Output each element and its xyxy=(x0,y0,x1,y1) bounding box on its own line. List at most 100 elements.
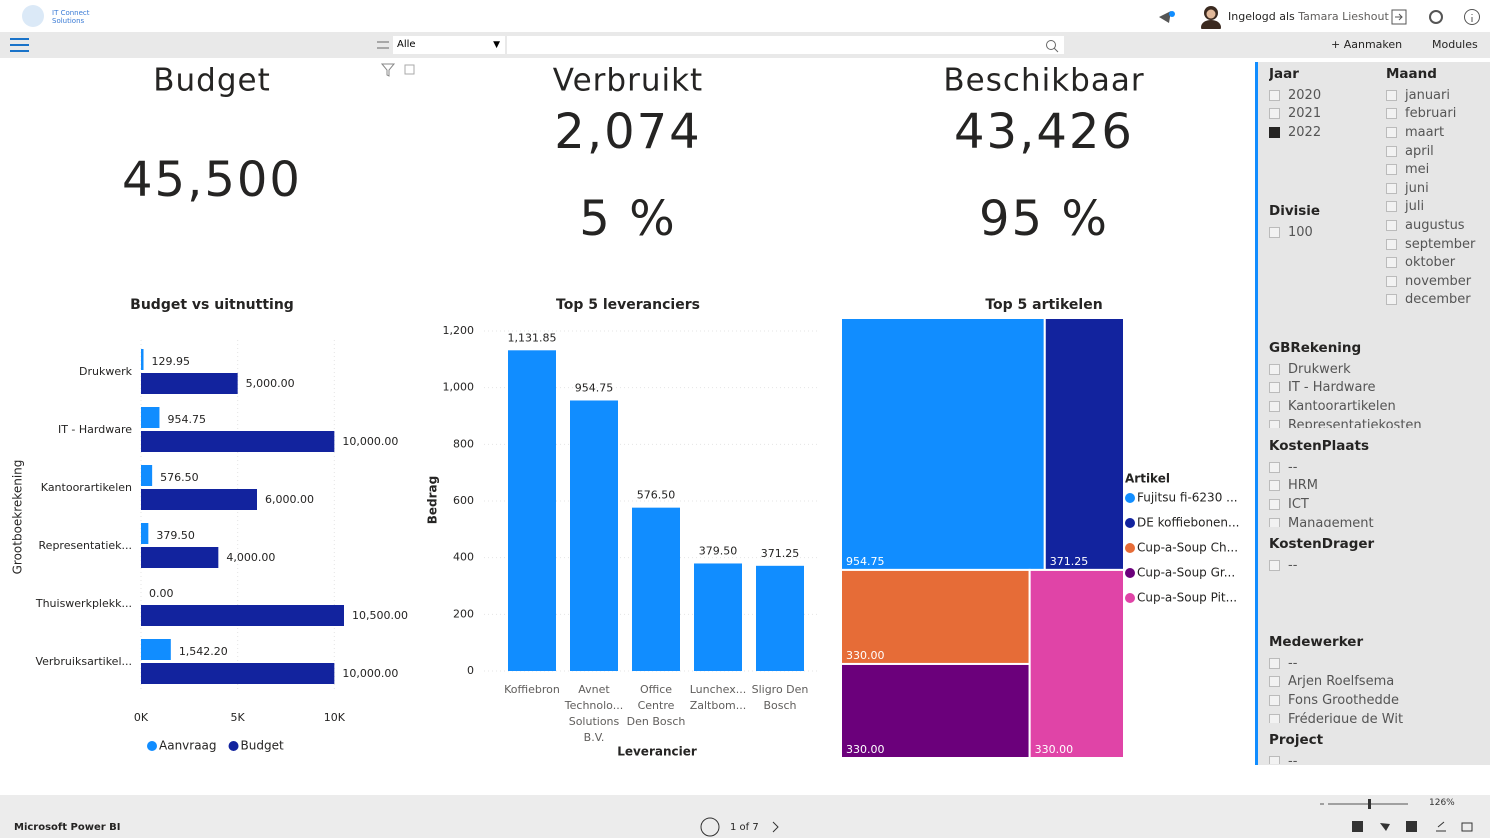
option-label: 2020 xyxy=(1288,88,1321,103)
checkbox xyxy=(1269,382,1280,393)
legend-marker xyxy=(1125,493,1135,503)
filter-option[interactable]: juni xyxy=(1386,179,1486,198)
option-label: -- xyxy=(1288,656,1297,671)
option-label: december xyxy=(1405,292,1471,307)
y-tick-label: 0 xyxy=(467,664,474,677)
filter-option[interactable]: september xyxy=(1386,235,1486,254)
filter-option[interactable]: -- xyxy=(1269,556,1474,575)
data-label: 129.95 xyxy=(152,355,191,368)
filter-option[interactable]: Representatiekosten xyxy=(1269,416,1474,428)
option-label: Representatiekosten xyxy=(1288,418,1422,428)
filter-option[interactable]: ICT xyxy=(1269,495,1474,514)
filter-option[interactable]: Management xyxy=(1269,514,1474,527)
bar xyxy=(141,465,152,486)
x-tick-wrap: Office Centre Den Bosch xyxy=(625,682,687,746)
y-tick-label: 1,000 xyxy=(443,381,475,394)
filter-option[interactable]: december xyxy=(1386,291,1486,310)
checkbox xyxy=(1269,695,1280,706)
filter-group: Maandjanuarifebruarimaartaprilmeijunijul… xyxy=(1386,66,1486,311)
y-tick-label: 400 xyxy=(453,551,474,564)
checkbox xyxy=(1269,756,1280,764)
kpi-title: Budget xyxy=(153,63,271,99)
data-label: 576.50 xyxy=(160,471,199,484)
filter-option[interactable]: 2021 xyxy=(1269,105,1379,124)
filter-option[interactable]: mei xyxy=(1386,160,1486,179)
legend-marker xyxy=(1125,593,1135,603)
data-label: 4,000.00 xyxy=(226,551,275,564)
filter-title: Jaar xyxy=(1269,66,1379,82)
data-label: 1,542.20 xyxy=(179,645,228,658)
y-tick-label: Representatiek... xyxy=(39,539,132,552)
filter-option[interactable]: januari xyxy=(1386,86,1486,105)
legend-label: Cup-a-Soup Gr... xyxy=(1137,566,1235,580)
checkbox xyxy=(1269,676,1280,687)
treemap-tile xyxy=(841,318,1045,570)
checkbox xyxy=(1269,108,1280,119)
create-button[interactable]: + Aanmaken xyxy=(1331,38,1402,51)
option-label: Arjen Roelfsema xyxy=(1288,674,1394,689)
data-label: 10,000.00 xyxy=(342,667,398,680)
checkbox xyxy=(1386,90,1397,101)
chart-title: Budget vs uitnutting xyxy=(130,297,294,313)
option-label: 2022 xyxy=(1288,125,1321,140)
option-label: september xyxy=(1405,237,1475,252)
y-tick-label: Thuiswerkplekk... xyxy=(35,597,132,610)
x-tick-label: Avnet Technolo... Solutions B.V. xyxy=(563,682,625,746)
kpi-value: 43,426 xyxy=(954,104,1134,160)
filter-option[interactable]: april xyxy=(1386,142,1486,161)
checkbox xyxy=(1386,257,1397,268)
filter-option[interactable]: -- xyxy=(1269,752,1474,764)
filter-option[interactable]: november xyxy=(1386,272,1486,291)
filter-option[interactable]: augustus xyxy=(1386,216,1486,235)
option-label: mei xyxy=(1405,162,1429,177)
filter-option[interactable]: juli xyxy=(1386,198,1486,217)
filter-option[interactable]: Drukwerk xyxy=(1269,360,1474,379)
filter-option[interactable]: 2022 xyxy=(1269,123,1379,142)
checkbox xyxy=(1269,560,1280,571)
filter-option[interactable]: -- xyxy=(1269,458,1474,477)
checkbox xyxy=(1386,276,1397,287)
filter-option[interactable]: oktober xyxy=(1386,253,1486,272)
checkbox xyxy=(1386,183,1397,194)
zoom-slider[interactable] xyxy=(1318,798,1413,810)
filter-option[interactable]: maart xyxy=(1386,123,1486,142)
modules-button[interactable]: Modules xyxy=(1432,38,1478,51)
option-label: -- xyxy=(1288,558,1297,573)
chart-title: Top 5 leveranciers xyxy=(556,297,700,313)
option-label: HRM xyxy=(1288,478,1318,493)
filter-option[interactable]: 2020 xyxy=(1269,86,1379,105)
data-label: 330.00 xyxy=(846,743,885,756)
filter-option[interactable]: Arjen Roelfsema xyxy=(1269,673,1474,692)
filter-option[interactable]: februari xyxy=(1386,105,1486,124)
option-label: 2021 xyxy=(1288,106,1321,121)
legend-label: Cup-a-Soup Pit... xyxy=(1137,591,1237,605)
user-name: Tamara Lieshout xyxy=(1298,10,1389,23)
checkbox xyxy=(1269,127,1280,138)
y-tick-label: 600 xyxy=(453,494,474,507)
option-label: -- xyxy=(1288,460,1297,475)
option-label: Kantoorartikelen xyxy=(1288,399,1396,414)
y-tick-label: Drukwerk xyxy=(79,365,133,378)
filter-option[interactable]: Fons Groothedde xyxy=(1269,691,1474,710)
filter-option[interactable]: 100 xyxy=(1269,223,1379,242)
filter-option[interactable]: -- xyxy=(1269,654,1474,673)
option-label: juli xyxy=(1405,199,1424,214)
share-icons[interactable] xyxy=(1350,819,1485,835)
option-label: Drukwerk xyxy=(1288,362,1351,377)
filter-title: KostenPlaats xyxy=(1269,438,1474,454)
checkbox xyxy=(1386,239,1397,250)
filter-option[interactable]: Fréderique de Wit xyxy=(1269,710,1474,723)
kpi-percent: 95 % xyxy=(979,191,1109,247)
checkbox xyxy=(1386,108,1397,119)
bar xyxy=(141,547,218,568)
bar xyxy=(141,489,257,510)
bar xyxy=(141,523,148,544)
filter-option[interactable]: Kantoorartikelen xyxy=(1269,397,1474,416)
header-icons[interactable] xyxy=(1390,8,1480,28)
filter-option[interactable]: HRM xyxy=(1269,477,1474,496)
y-tick-label: IT - Hardware xyxy=(58,423,132,436)
page-indicator: 1 of 7 xyxy=(730,822,759,833)
filter-option[interactable]: IT - Hardware xyxy=(1269,379,1474,398)
data-label: 576.50 xyxy=(637,489,676,502)
y-axis-label: Grootboekrekening xyxy=(11,460,25,575)
